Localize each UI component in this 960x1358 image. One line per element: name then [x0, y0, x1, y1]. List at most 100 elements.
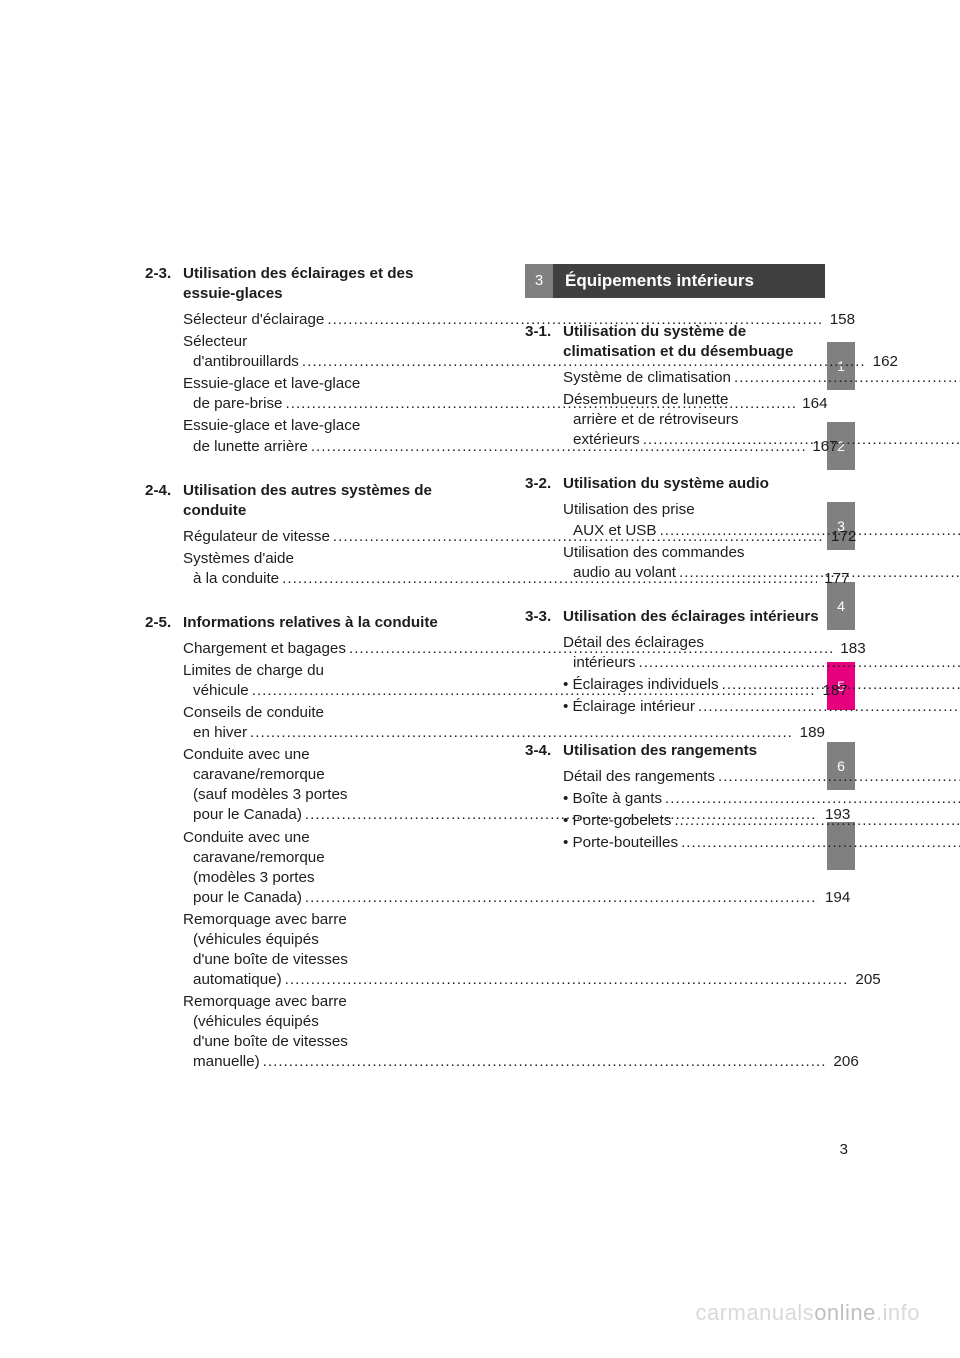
chapter-tab[interactable]: 4 [827, 582, 855, 630]
toc-entry-line: Détail des rangements223 [563, 767, 960, 787]
page-number: 3 [840, 1141, 848, 1158]
toc-entry: Conseils de conduiteen hiver189 [145, 703, 445, 743]
section-heading: 3-1.Utilisation du système de climatisat… [525, 322, 825, 362]
toc-entry-lines: • Porte-gobelets224 [563, 811, 960, 831]
toc-entry-label: • Éclairage intérieur [563, 697, 695, 717]
toc-entry: Sélecteur d'éclairage158 [145, 310, 445, 330]
toc-entry: Système de climatisation210 [525, 368, 825, 388]
watermark: carmanualsonline.info [695, 1300, 920, 1326]
toc-entry-label: Remorquage avec barre [183, 992, 347, 1012]
toc-entry: • Porte-bouteilles226 [525, 833, 825, 853]
toc-entry-label: Chargement et bagages [183, 639, 346, 659]
toc-entry: Utilisation des commandesaudio au volant… [525, 543, 825, 583]
toc-entry-line: Utilisation des prise [563, 500, 960, 520]
section-number: 2-4. [145, 481, 183, 521]
section-title: Utilisation du système de climatisation … [563, 322, 825, 362]
watermark-part1: carmanuals [695, 1300, 814, 1325]
toc-entry-page: 206 [829, 1052, 858, 1072]
toc-entry: Remorquage avec barre(véhicules équipésd… [145, 910, 445, 990]
toc-entry: Détail des rangements223 [525, 767, 825, 787]
toc-entry-lines: • Éclairages individuels221 [563, 675, 960, 695]
toc-entry-line: extérieurs217 [563, 430, 960, 450]
toc-section: 3-1.Utilisation du système de climatisat… [525, 322, 825, 450]
toc-entry: Conduite avec unecaravane/remorque(modèl… [145, 828, 445, 908]
toc-entry-line: • Porte-gobelets224 [563, 811, 960, 831]
toc-entry-line: • Porte-bouteilles226 [563, 833, 960, 853]
toc-section: 3-3.Utilisation des éclairages intérieur… [525, 607, 825, 717]
section-heading: 3-2.Utilisation du système audio [525, 474, 825, 494]
toc-entry-label: audio au volant [563, 563, 676, 583]
toc-entry-line: Désembueurs de lunette [563, 390, 960, 410]
toc-entry-label: de pare-brise [183, 394, 283, 414]
toc-entry: Systèmes d'aideà la conduite177 [145, 549, 445, 589]
toc-entry-lines: Utilisation des priseAUX et USB218 [563, 500, 960, 540]
leader-dots [638, 653, 960, 673]
leader-dots [718, 767, 960, 787]
leader-dots [660, 521, 960, 541]
section-heading: 3-3.Utilisation des éclairages intérieur… [525, 607, 825, 627]
toc-section: 3-4.Utilisation des rangements Détail des… [525, 741, 825, 853]
toc-entry-line: • Éclairages individuels221 [563, 675, 960, 695]
section-title: Utilisation des rangements [563, 741, 825, 761]
toc-entry: Utilisation des priseAUX et USB218 [525, 500, 825, 540]
toc-entry-label: • Éclairages individuels [563, 675, 719, 695]
toc-entry-lines: Détail des éclairagesintérieurs220 [563, 633, 960, 673]
toc-entry-label: Essuie-glace et lave-glace [183, 374, 360, 394]
toc-entry-label: de lunette arrière [183, 437, 308, 457]
toc-entry-label: Limites de charge du [183, 661, 324, 681]
section-number: 3-4. [525, 741, 563, 761]
toc-entry-line: audio au volant219 [563, 563, 960, 583]
toc-section: 3-2.Utilisation du système audioUtilisat… [525, 474, 825, 582]
section-title: Utilisation du système audio [563, 474, 825, 494]
toc-entry-lines: Système de climatisation210 [563, 368, 960, 388]
toc-entry-label: Désembueurs de lunette [563, 390, 728, 410]
toc-entry-page: 205 [851, 970, 880, 990]
toc-entry-line: Système de climatisation210 [563, 368, 960, 388]
toc-entry-lines: • Porte-bouteilles226 [563, 833, 960, 853]
toc-entry: • Boîte à gants224 [525, 789, 825, 809]
toc-entry-label: (véhicules équipés [183, 930, 319, 950]
toc-entry: • Porte-gobelets224 [525, 811, 825, 831]
left-column: 2-3.Utilisation des éclairages et des es… [145, 264, 445, 1096]
toc-entry-label: Conduite avec une [183, 828, 310, 848]
toc-entry-lines: • Boîte à gants224 [563, 789, 960, 809]
toc-entry-label: pour le Canada) [183, 888, 302, 908]
toc-entry-label: extérieurs [563, 430, 640, 450]
chapter-3-header-bar: 3 Équipements intérieurs [525, 264, 825, 298]
toc-entry-label: AUX et USB [563, 521, 657, 541]
toc-entry-label: Détail des rangements [563, 767, 715, 787]
leader-dots [679, 563, 960, 583]
toc-entry-label: d'une boîte de vitesses [183, 950, 348, 970]
toc-entry-label: caravane/remorque [183, 765, 325, 785]
watermark-part2: online [814, 1300, 876, 1325]
watermark-part3: .info [876, 1300, 920, 1325]
toc-entry-label: Système de climatisation [563, 368, 731, 388]
section-title: Informations relatives à la conduite [183, 613, 445, 633]
page-container: { "colors": { "page_bg": "#ffffff", "tex… [0, 0, 960, 1358]
toc-entry-label: Utilisation des prise [563, 500, 695, 520]
section-heading: 2-3.Utilisation des éclairages et des es… [145, 264, 445, 304]
toc-entry-line: AUX et USB218 [563, 521, 960, 541]
toc-entry-label: (modèles 3 portes [183, 868, 315, 888]
leader-dots [674, 811, 960, 831]
toc-entry-label: Systèmes d'aide [183, 549, 294, 569]
toc-entry: Essuie-glace et lave-glacede pare-brise1… [145, 374, 445, 414]
toc-entry-label: (véhicules équipés [183, 1012, 319, 1032]
toc-entry-line: arrière et de rétroviseurs [563, 410, 960, 430]
section-title: Utilisation des éclairages intérieurs [563, 607, 825, 627]
toc-entry-label: • Porte-bouteilles [563, 833, 678, 853]
section-number: 2-5. [145, 613, 183, 633]
content-area: 2-3.Utilisation des éclairages et des es… [145, 264, 825, 1096]
toc-entry-label: Conseils de conduite [183, 703, 324, 723]
toc-entry: • Éclairage intérieur221 [525, 697, 825, 717]
toc-entry-label: Essuie-glace et lave-glace [183, 416, 360, 436]
toc-entry-label: caravane/remorque [183, 848, 325, 868]
toc-section: 2-3.Utilisation des éclairages et des es… [145, 264, 445, 457]
toc-entry: Essuie-glace et lave-glacede lunette arr… [145, 416, 445, 456]
toc-entry-label: d'antibrouillards [183, 352, 299, 372]
leader-dots [722, 675, 960, 695]
toc-entry-label: Régulateur de vitesse [183, 527, 330, 547]
toc-entry-line: • Boîte à gants224 [563, 789, 960, 809]
section-number: 3-3. [525, 607, 563, 627]
toc-entry-lines: Désembueurs de lunettearrière et de rétr… [563, 390, 960, 450]
